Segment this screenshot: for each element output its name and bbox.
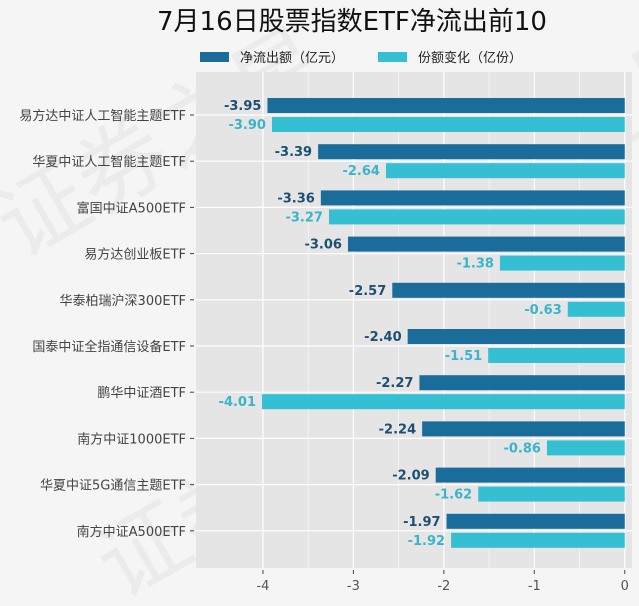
bar-share-change: [271, 117, 625, 132]
chart-title: 7月16日股票指数ETF净流出前10: [157, 7, 547, 37]
data-label-net-outflow: -1.97: [403, 515, 440, 530]
bar-share-change: [262, 394, 625, 410]
data-label-net-outflow: -3.36: [277, 191, 314, 206]
x-tick-label: -4: [256, 579, 269, 594]
bar-net-outflow: [419, 375, 625, 391]
category-label: 华夏中证5G通信主题ETF: [40, 479, 186, 494]
bar-net-outflow: [318, 144, 625, 160]
bar-share-change: [567, 301, 625, 317]
bar-share-change: [451, 532, 625, 548]
x-tick-label: -3: [347, 579, 360, 594]
category-label: 富国中证A500ETF: [77, 200, 186, 216]
category-label: 国泰中证全指通信设备ETF: [32, 339, 186, 355]
bar-share-change: [478, 486, 625, 502]
data-label-share-change: -1.62: [435, 488, 472, 503]
category-label: 易方达中证人工智能主题ETF: [19, 108, 186, 124]
category-label: 南方中证A500ETF: [77, 524, 186, 540]
bar-share-change: [499, 255, 625, 271]
data-label-share-change: -0.63: [524, 303, 561, 318]
legend-swatch-share-change: [378, 52, 407, 62]
data-label-net-outflow: -3.95: [224, 99, 261, 114]
data-label-net-outflow: -2.27: [376, 376, 413, 391]
data-label-net-outflow: -3.06: [304, 238, 341, 253]
category-label: 南方中证1000ETF: [77, 431, 186, 447]
category-label: 华夏中证人工智能主题ETF: [32, 155, 186, 170]
x-tick-label: -1: [528, 579, 541, 594]
data-label-net-outflow: -3.39: [275, 145, 312, 160]
legend: 净流出额（亿元） 份额变化（亿份）: [200, 50, 522, 66]
category-label: 鹏华中证酒ETF: [97, 386, 186, 401]
category-label: 华泰柏瑞沪深300ETF: [60, 293, 186, 309]
legend-label-share-change: 份额变化（亿份）: [418, 50, 522, 66]
bars: [262, 98, 625, 548]
x-tick-label: 0: [621, 579, 629, 594]
bar-net-outflow: [320, 190, 625, 206]
x-axis: -4 -3 -2 -1 0: [256, 570, 629, 594]
bar-share-change: [488, 348, 625, 363]
y-axis: 易方达中证人工智能主题ETF 华夏中证人工智能主题ETF 富国中证A500ETF 易方…: [19, 108, 194, 540]
bar-share-change: [546, 440, 625, 456]
data-label-net-outflow: -2.09: [392, 469, 429, 484]
bar-net-outflow: [347, 236, 625, 252]
legend-swatch-net-outflow: [200, 52, 229, 62]
bar-net-outflow: [446, 513, 625, 529]
bar-share-change: [385, 163, 625, 179]
category-label: 易方达创业板ETF: [84, 247, 186, 263]
data-label-share-change: -4.01: [219, 395, 256, 410]
bar-net-outflow: [267, 98, 625, 113]
data-label-share-change: -3.90: [228, 118, 265, 133]
data-label-share-change: -2.64: [342, 164, 379, 179]
data-label-net-outflow: -2.24: [379, 422, 416, 437]
bar-net-outflow: [392, 282, 625, 298]
data-label-net-outflow: -2.57: [349, 284, 386, 299]
data-label-share-change: -1.51: [445, 349, 482, 364]
legend-label-net-outflow: 净流出额（亿元）: [240, 51, 344, 66]
data-label-share-change: -1.38: [456, 257, 493, 272]
bar-net-outflow: [422, 421, 625, 437]
x-tick-label: -2: [437, 579, 450, 594]
bar-net-outflow: [407, 329, 625, 344]
bar-share-change: [328, 209, 625, 225]
data-label-net-outflow: -2.40: [364, 330, 401, 345]
value-labels: -3.95 -3.39 -3.36 -3.06 -2.57 -2.40 -2.27 -2.24…: [219, 99, 562, 549]
bar-net-outflow: [435, 467, 625, 483]
data-label-share-change: -1.92: [408, 534, 445, 549]
data-label-share-change: -0.86: [503, 441, 540, 456]
data-label-share-change: -3.27: [285, 210, 322, 225]
